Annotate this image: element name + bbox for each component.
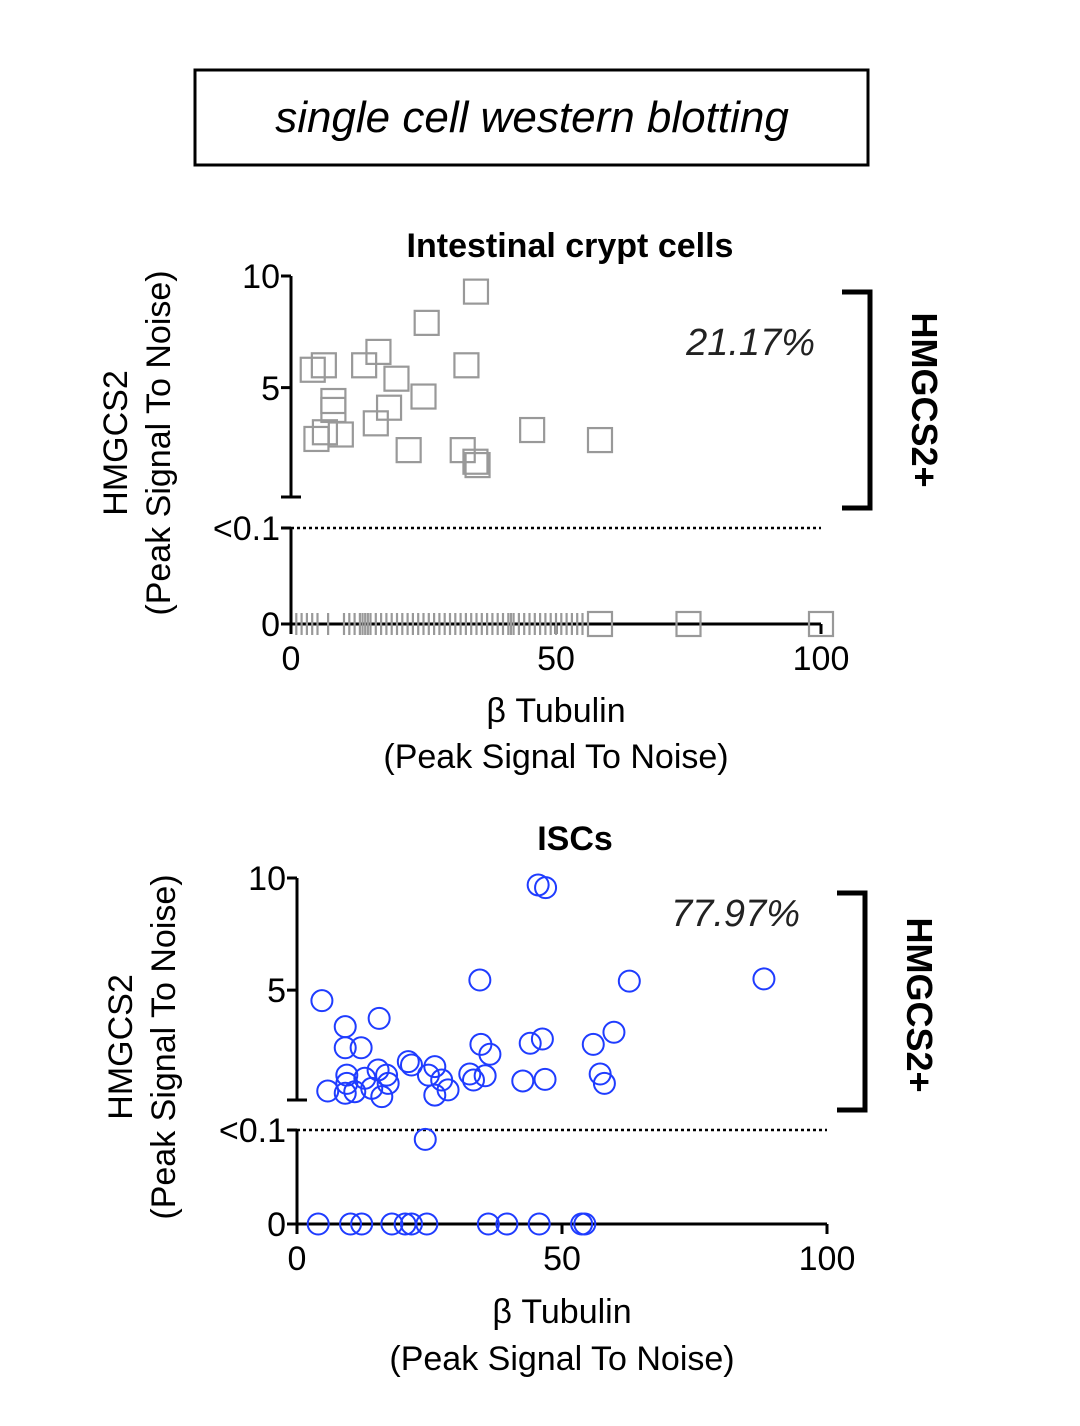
chart2-data-point [376, 1071, 400, 1095]
chart1-title: Intestinal crypt cells [407, 227, 734, 265]
chart2-data-point [752, 967, 776, 991]
chart2-xtick-100: 100 [799, 1240, 856, 1278]
chart1-ytick-0: 0 [261, 606, 280, 644]
chart2-ylabel-sub: (Peak Signal To Noise) [145, 874, 183, 1219]
chart1-xlabel: β Tubulin [486, 692, 625, 730]
chart1-xlabel-sub: (Peak Signal To Noise) [383, 738, 728, 776]
chart2-zero-point [415, 1212, 439, 1236]
banner-box [193, 68, 870, 167]
chart1-data-point [299, 356, 326, 383]
chart1-data-point [464, 451, 491, 479]
chart2-data-point [473, 1064, 497, 1088]
chart1-zero-point [586, 610, 614, 638]
chart2-zero-point [399, 1212, 423, 1236]
chart2-data-point [533, 1067, 557, 1091]
chart1-ytick-lt01: <0.1 [213, 510, 280, 548]
chart2-data-point [375, 1063, 399, 1087]
chart2-data-point [602, 1020, 626, 1044]
chart2-ytick-10: 10 [248, 860, 286, 898]
chart2-data-point [581, 1032, 605, 1056]
chart1-data-point [410, 383, 437, 410]
chart1-xtick-100: 100 [793, 640, 850, 678]
chart2-zero-point [339, 1212, 363, 1236]
chart2-data-point [478, 1042, 502, 1066]
chart2-zero-point [380, 1212, 404, 1236]
chart2-data-point [530, 1027, 554, 1051]
chart2-data-point [461, 1068, 485, 1092]
chart1-zero-point [807, 610, 835, 638]
chart1-data-point [375, 394, 403, 421]
chart2-data-point [518, 1031, 542, 1055]
chart1-data-point [462, 278, 490, 305]
chart1-zero-point [675, 610, 702, 638]
chart1-xtick-50: 50 [537, 640, 575, 678]
chart2-ytick-0: 0 [267, 1206, 286, 1244]
chart1-data-point [351, 352, 378, 379]
chart1-ytick-10: 10 [242, 258, 280, 296]
chart1-data-point [303, 425, 330, 453]
chart1-ytick-5: 5 [261, 370, 280, 408]
chart2-data-point [399, 1053, 423, 1077]
chart1-data-point [320, 396, 347, 424]
chart2-data-point [511, 1069, 535, 1093]
chart2-zero-point [306, 1212, 330, 1236]
chart2-xtick-50: 50 [543, 1240, 581, 1278]
chart1-data-point [586, 426, 614, 454]
banner-title: single cell western blotting [275, 93, 789, 142]
chart2-positive-bracket [837, 890, 868, 1113]
chart1-xtick-0: 0 [282, 640, 301, 678]
chart1-data-point [320, 387, 347, 415]
chart1-positive-bracket [842, 289, 873, 511]
chart1-ylabel-sub: (Peak Signal To Noise) [140, 270, 178, 615]
chart1-data-point [311, 419, 339, 446]
chart1-data-point [365, 338, 392, 365]
chart2-data-point [534, 876, 558, 900]
chart1-data-point [383, 365, 410, 392]
chart2-xtick-0: 0 [288, 1240, 307, 1278]
chart1-percent: 21.17% [685, 322, 815, 364]
chart2-data-point [617, 969, 641, 993]
chart2-zero-point [350, 1212, 374, 1236]
chart1-ylabel: HMGCS2 [97, 370, 135, 515]
chart1-data-point [413, 309, 440, 336]
chart2-ytick-lt01: <0.1 [219, 1112, 286, 1150]
chart2-data-point [367, 1006, 391, 1030]
chart2-ylabel: HMGCS2 [102, 974, 140, 1119]
chart2-data-point [349, 1036, 373, 1060]
chart2-xlabel: β Tubulin [492, 1293, 631, 1331]
chart2-zero-point [476, 1212, 500, 1236]
chart2-zero-point [573, 1212, 597, 1236]
chart2-bracket-label: HMGCS2+ [899, 917, 940, 1092]
chart2-data-point [360, 1076, 384, 1100]
chart2-data-point [413, 1127, 437, 1151]
chart2-percent: 77.97% [671, 893, 800, 935]
chart2-data-point [333, 1015, 357, 1039]
chart2-zero-point [527, 1212, 551, 1236]
chart2-data-point [468, 968, 492, 992]
chart2-data-point [333, 1081, 357, 1105]
chart1-data-point [395, 437, 422, 464]
chart2-data-point [310, 989, 334, 1013]
chart2-title: ISCs [537, 820, 613, 858]
chart1-data-point [453, 352, 480, 379]
chart2-data-point [396, 1050, 420, 1074]
chart1-bracket-label: HMGCS2+ [904, 312, 945, 487]
chart2-zero-point [495, 1212, 519, 1236]
chart1-data-point [462, 448, 489, 475]
chart2-xlabel-sub: (Peak Signal To Noise) [389, 1340, 734, 1378]
chart2-data-point [458, 1062, 482, 1086]
chart2-data-point [335, 1071, 359, 1095]
chart2-data-point [436, 1078, 460, 1102]
chart1-data-point [362, 410, 389, 437]
chart2-data-point [423, 1055, 447, 1079]
chart2-data-point [423, 1083, 447, 1107]
chart2-ytick-5: 5 [267, 972, 286, 1010]
chart2-data-point [592, 1071, 616, 1095]
chart1-data-point [327, 421, 354, 448]
chart2-data-point [333, 1036, 357, 1060]
chart1-data-point [519, 416, 546, 444]
